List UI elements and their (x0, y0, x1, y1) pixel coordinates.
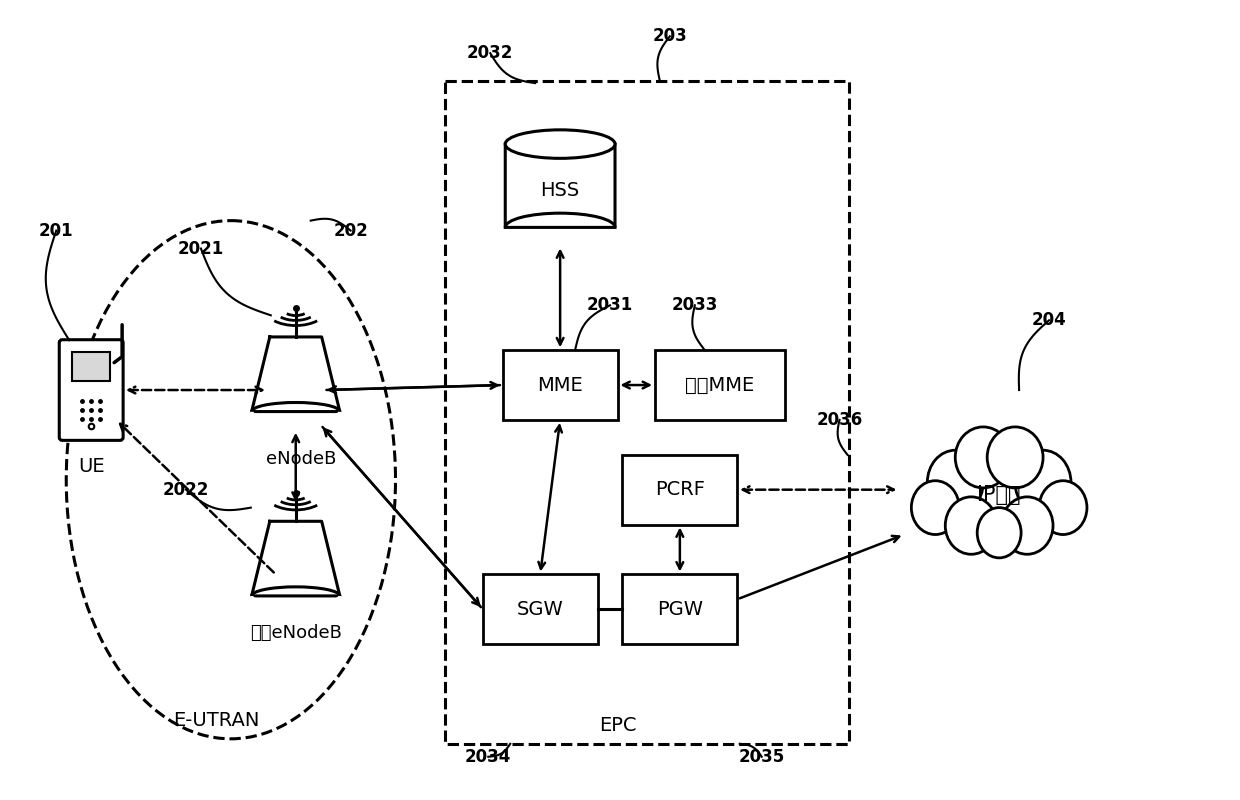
Bar (72, 352, 110, 381)
Text: 其它MME: 其它MME (686, 375, 754, 394)
Text: 2035: 2035 (739, 748, 785, 766)
Bar (655, 350, 785, 420)
Text: 2034: 2034 (465, 748, 511, 766)
FancyBboxPatch shape (505, 144, 615, 227)
Text: 2036: 2036 (816, 411, 863, 429)
Text: 2033: 2033 (672, 296, 718, 314)
Text: EPC: EPC (599, 716, 636, 735)
Bar (622, 574, 738, 644)
Text: 2031: 2031 (587, 296, 634, 314)
Ellipse shape (987, 427, 1043, 488)
Text: eNodeB: eNodeB (265, 450, 336, 468)
Ellipse shape (945, 497, 997, 554)
Ellipse shape (977, 508, 1021, 558)
Text: 2022: 2022 (162, 481, 210, 498)
Text: 其它eNodeB: 其它eNodeB (249, 624, 342, 642)
Text: IP业务: IP业务 (977, 485, 1021, 505)
Ellipse shape (1039, 481, 1087, 534)
Text: 204: 204 (1032, 311, 1066, 330)
Polygon shape (252, 522, 340, 596)
Ellipse shape (911, 481, 960, 534)
Bar (622, 455, 738, 525)
Text: 201: 201 (38, 222, 73, 239)
Polygon shape (252, 337, 340, 411)
Ellipse shape (967, 452, 1032, 527)
Text: PGW: PGW (657, 600, 703, 618)
Ellipse shape (1001, 497, 1053, 554)
Text: MME: MME (537, 375, 583, 394)
Ellipse shape (955, 427, 1011, 488)
Text: UE: UE (78, 457, 104, 476)
Text: E-UTRAN: E-UTRAN (172, 711, 259, 730)
Text: 2021: 2021 (177, 239, 224, 258)
Ellipse shape (928, 450, 983, 515)
Ellipse shape (1016, 450, 1071, 515)
Text: SGW: SGW (517, 600, 563, 618)
Text: 2032: 2032 (467, 44, 513, 62)
Text: 202: 202 (334, 222, 368, 239)
Text: 203: 203 (652, 27, 687, 46)
Bar (502, 350, 618, 420)
Text: HSS: HSS (541, 182, 580, 200)
Ellipse shape (505, 130, 615, 158)
FancyBboxPatch shape (60, 340, 123, 440)
Bar (482, 574, 598, 644)
Text: PCRF: PCRF (655, 480, 704, 499)
